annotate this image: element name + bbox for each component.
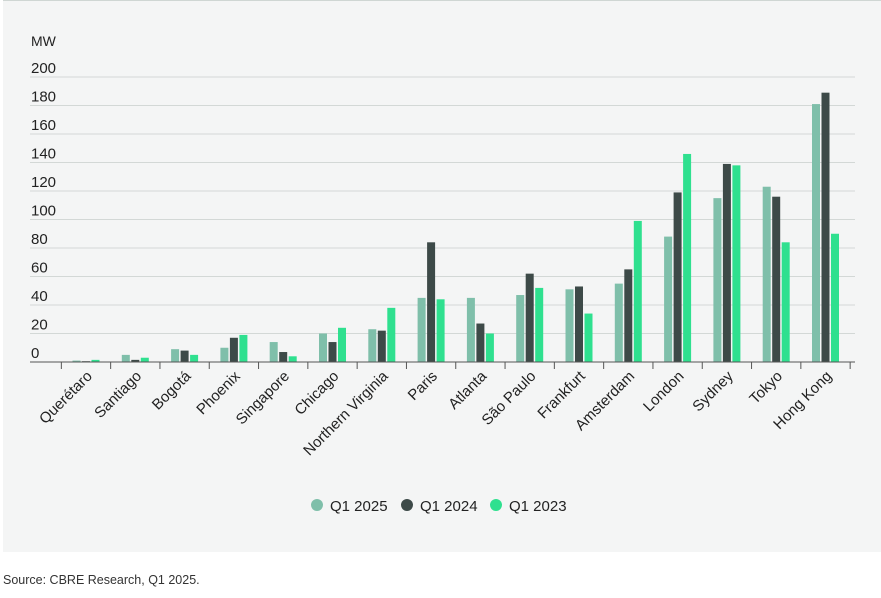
y-axis-unit-label: MW <box>31 33 57 49</box>
bar <box>190 354 199 362</box>
y-tick-label: 20 <box>31 317 48 334</box>
bar <box>772 196 781 362</box>
bar <box>466 297 475 362</box>
bar <box>821 92 830 363</box>
bar <box>279 352 288 362</box>
y-tick-label: 180 <box>31 89 56 106</box>
bar <box>516 295 525 362</box>
bar <box>713 198 722 362</box>
gridlines <box>30 76 855 334</box>
x-tick-label: Paris <box>405 368 441 404</box>
bar <box>683 153 692 362</box>
y-tick-label: 200 <box>31 60 56 77</box>
bar <box>377 330 386 362</box>
bar <box>525 273 534 362</box>
y-tick-label: 80 <box>31 231 48 248</box>
bar <box>220 347 229 362</box>
bar-chart: 0 20 40 60 80 100 120 140 160 180 200 MW Querétaro… <box>30 33 855 515</box>
bar <box>565 289 574 362</box>
x-tick-label: Chicago <box>291 368 342 419</box>
y-tick-label: 160 <box>31 117 56 134</box>
bar <box>131 359 140 362</box>
bar <box>328 342 337 362</box>
bar <box>338 327 346 362</box>
y-tick-label: 60 <box>31 260 48 277</box>
x-tick-label: Sydney <box>689 367 737 415</box>
bar <box>288 356 297 362</box>
bars <box>60 92 851 369</box>
bar <box>91 359 100 362</box>
x-tick-label: Atlanta <box>445 367 491 413</box>
source-note: Source: CBRE Research, Q1 2025. <box>3 573 200 587</box>
x-tick-label: Bogotá <box>149 367 195 413</box>
bar <box>722 163 731 362</box>
bar <box>664 236 673 362</box>
y-tick-label: 100 <box>31 203 56 220</box>
bar <box>762 186 771 362</box>
legend-marker <box>490 499 502 511</box>
x-tick-label: Phoenix <box>193 367 244 418</box>
bar <box>781 242 790 362</box>
y-axis-tick-labels: 0 20 40 60 80 100 120 140 160 180 200 <box>31 60 56 362</box>
bar <box>417 297 426 362</box>
bar <box>614 283 623 362</box>
y-tick-label: 40 <box>31 288 48 305</box>
bar <box>121 354 130 362</box>
bar <box>319 333 327 362</box>
bar <box>633 220 642 362</box>
bar <box>269 342 278 362</box>
legend-label: Q1 2025 <box>330 498 388 515</box>
x-tick-label: São Paulo <box>479 368 540 429</box>
bar <box>171 349 180 362</box>
bar <box>476 323 485 362</box>
bar <box>584 313 593 362</box>
bar <box>239 334 248 362</box>
bar <box>72 360 81 362</box>
legend-label: Q1 2023 <box>509 498 567 515</box>
bar <box>624 269 633 362</box>
legend-marker <box>311 499 323 511</box>
x-tick-label: London <box>640 368 687 415</box>
bar <box>535 287 544 362</box>
bar <box>831 233 839 362</box>
x-tick-label: Tokyo <box>746 368 786 408</box>
x-tick-label: Northern Virginia <box>300 367 392 459</box>
bar <box>485 333 494 362</box>
bar <box>575 286 583 362</box>
bar <box>812 104 820 362</box>
legend-marker <box>401 499 413 511</box>
x-tick-label: Querétaro <box>36 368 96 428</box>
chart-panel: 0 20 40 60 80 100 120 140 160 180 200 MW Querétaro… <box>3 0 881 552</box>
bar <box>427 242 436 362</box>
y-tick-label: 0 <box>31 345 39 362</box>
bar <box>732 165 741 362</box>
bar <box>673 192 682 362</box>
bar <box>368 329 377 362</box>
bar <box>436 299 445 362</box>
legend-label: Q1 2024 <box>420 498 478 515</box>
y-tick-label: 140 <box>31 146 56 163</box>
bar <box>229 337 238 362</box>
bar <box>387 307 396 362</box>
y-tick-label: 120 <box>31 174 56 191</box>
x-tick-label: Santiago <box>91 368 145 422</box>
legend: Q1 2025 Q1 2024 Q1 2023 <box>311 498 567 515</box>
bar <box>140 357 149 362</box>
x-tick-label: Singapore <box>233 368 293 428</box>
bar <box>180 350 189 362</box>
